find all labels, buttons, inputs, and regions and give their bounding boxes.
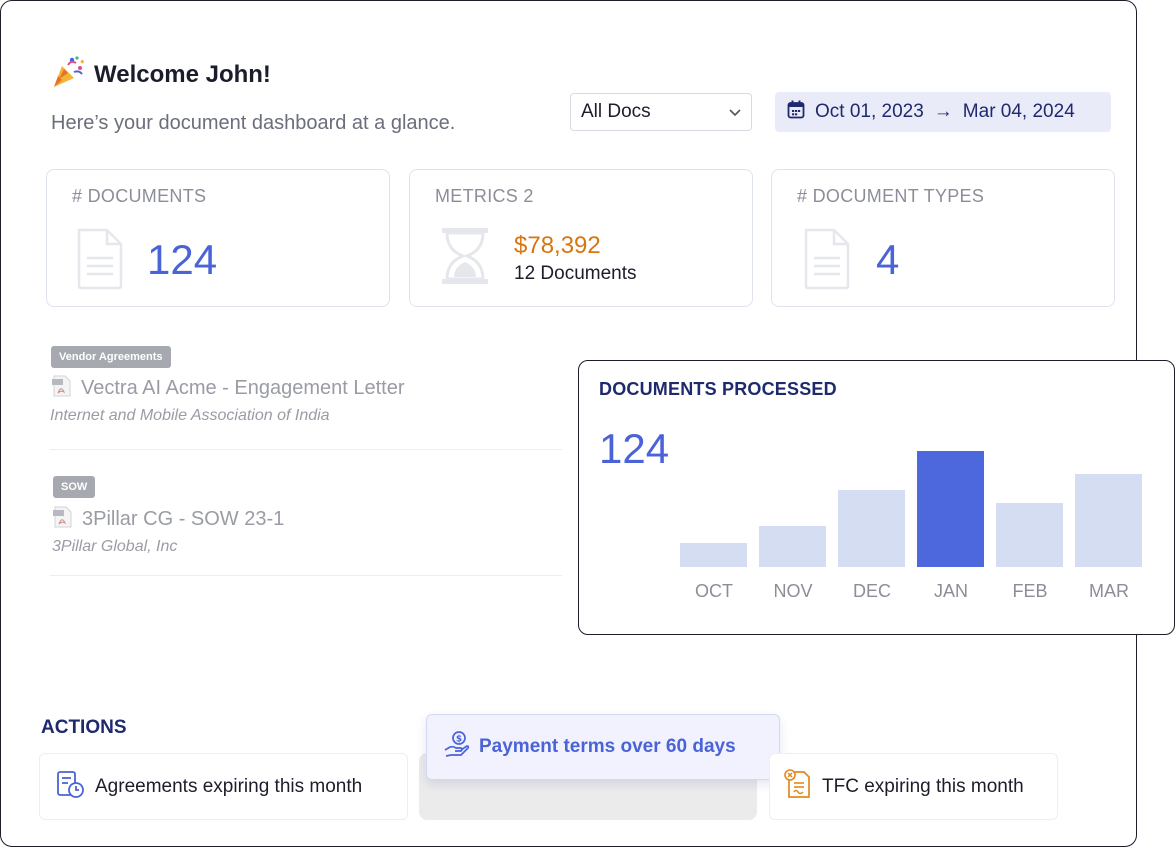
hand-coin-icon: $ xyxy=(443,730,471,764)
doc-name[interactable]: Vectra AI Acme - Engagement Letter xyxy=(81,377,405,399)
date-from: Oct 01, 2023 xyxy=(815,101,924,122)
chart-bar-feb[interactable] xyxy=(996,503,1063,567)
documents-count-value: 124 xyxy=(147,236,218,283)
document-types-value: 4 xyxy=(876,236,900,283)
calendar-icon xyxy=(787,100,805,125)
chart-bar-nov[interactable] xyxy=(759,526,826,567)
doc-name[interactable]: 3Pillar CG - SOW 23-1 xyxy=(82,508,285,530)
payment-terms-button[interactable]: $ Payment terms over 60 days xyxy=(426,714,780,780)
pdf-file-icon xyxy=(52,375,72,402)
chart-tick-label: DEC xyxy=(852,581,891,601)
chart-bar-mar[interactable] xyxy=(1075,474,1142,567)
doc-tag: Vendor Agreements xyxy=(51,346,171,368)
page-subtitle: Here’s your document dashboard at a glan… xyxy=(51,112,456,134)
hourglass-icon xyxy=(438,226,492,291)
contract-cancel-icon xyxy=(784,768,812,805)
doc-filter-select[interactable]: All Docs xyxy=(570,93,752,131)
date-arrow: → xyxy=(933,101,953,122)
processed-total: 124 xyxy=(599,425,670,472)
card-title: # DOCUMENT TYPES xyxy=(797,186,985,206)
doc-organization: 3Pillar Global, Inc xyxy=(52,538,178,555)
card-title: # DOCUMENTS xyxy=(72,186,207,206)
metrics-amount: $78,392 xyxy=(514,232,601,259)
list-item[interactable]: SOW 3Pillar CG - SOW 23-1 3Pillar Global… xyxy=(50,449,562,576)
doc-filter-value: All Docs xyxy=(581,101,651,122)
documents-count-card[interactable]: # DOCUMENTS 124 xyxy=(46,169,390,307)
chart-tick-label: MAR xyxy=(1089,581,1129,601)
party-popper-icon xyxy=(50,54,86,95)
document-types-card[interactable]: # DOCUMENT TYPES 4 xyxy=(771,169,1115,307)
tfc-expiring-button[interactable]: TFC expiring this month xyxy=(769,753,1058,820)
welcome-heading: Welcome John! xyxy=(50,54,271,95)
document-icon xyxy=(802,228,852,295)
panel-title: DOCUMENTS PROCESSED xyxy=(599,379,837,399)
doc-tag: SOW xyxy=(53,476,96,498)
chevron-down-icon xyxy=(729,101,741,123)
svg-text:$: $ xyxy=(456,735,462,745)
card-title: METRICS 2 xyxy=(435,186,534,206)
date-to: Mar 04, 2024 xyxy=(962,101,1075,122)
doc-organization: Internet and Mobile Association of India xyxy=(50,407,330,424)
documents-processed-panel: DOCUMENTS PROCESSED 124 OCT NOV DEC JAN FEB M… xyxy=(578,360,1175,635)
chart-bar-oct[interactable] xyxy=(680,543,747,567)
metrics-doc-count: 12 Documents xyxy=(514,263,637,284)
page-title: Welcome John! xyxy=(94,60,271,88)
list-item[interactable]: Vendor Agreements Vectra AI Acme - Engag… xyxy=(50,340,562,450)
chart-tick-label: JAN xyxy=(933,581,968,601)
chart-bar-jan[interactable] xyxy=(917,451,984,567)
chart-tick-label: FEB xyxy=(1012,581,1048,601)
date-range-picker[interactable]: Oct 01, 2023 → Mar 04, 2024 xyxy=(775,92,1111,132)
metrics-card[interactable]: METRICS 2 $78,392 12 Documents xyxy=(409,169,753,307)
document-icon xyxy=(75,228,125,295)
agreements-expiring-button[interactable]: Agreements expiring this month xyxy=(39,753,408,820)
chart-tick-label: NOV xyxy=(773,581,813,601)
action-label: Agreements expiring this month xyxy=(95,775,363,797)
action-label: TFC expiring this month xyxy=(822,775,1024,797)
actions-heading: ACTIONS xyxy=(41,717,127,738)
chart-bar-dec[interactable] xyxy=(838,490,905,567)
chart-tick-label: OCT xyxy=(695,581,733,601)
action-label: Payment terms over 60 days xyxy=(479,736,736,757)
pdf-file-icon xyxy=(53,506,73,533)
calendar-clock-icon xyxy=(55,769,85,805)
